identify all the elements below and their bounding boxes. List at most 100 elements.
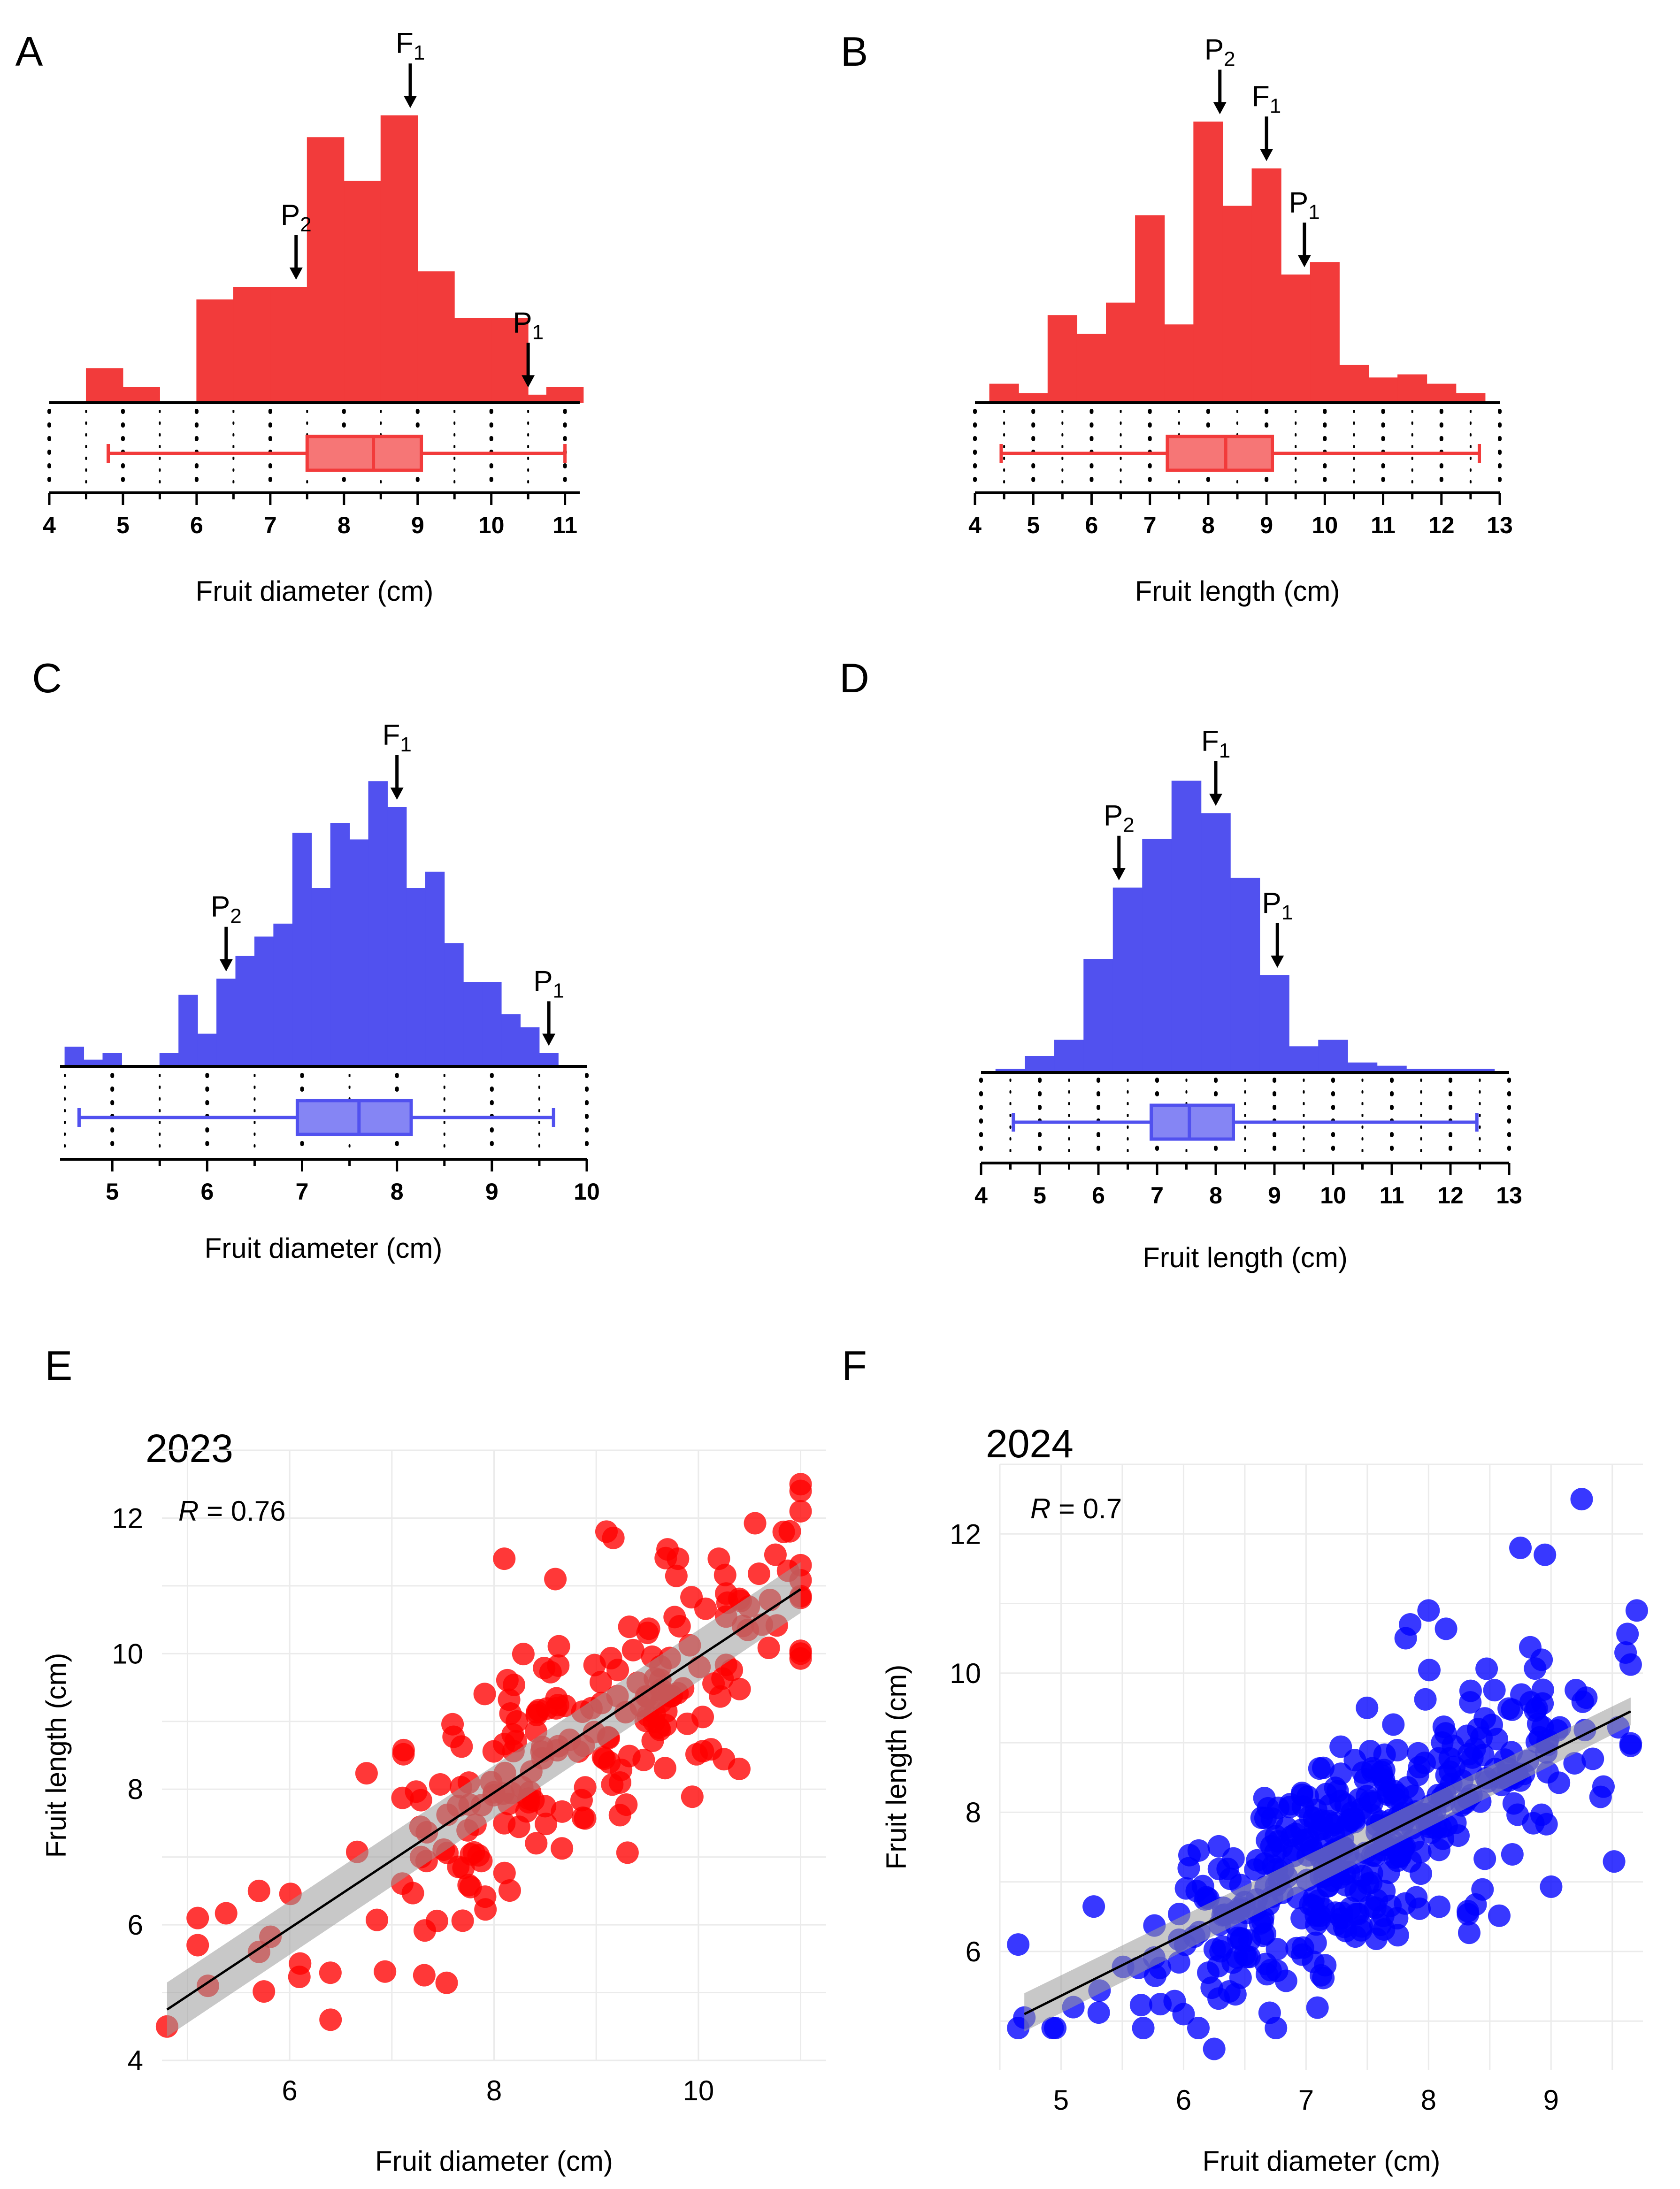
scatter-point xyxy=(1409,1841,1432,1864)
histogram-bar xyxy=(1025,1056,1055,1073)
correlation-value: = 0.7 xyxy=(1051,1493,1122,1524)
histogram-bar xyxy=(1201,813,1231,1073)
scatter-point xyxy=(728,1757,751,1780)
scatter-point xyxy=(498,1688,521,1711)
scatter-point xyxy=(535,1813,558,1836)
scatter-point xyxy=(1203,2037,1226,2060)
histogram-bar xyxy=(311,888,331,1067)
panel-label: D xyxy=(839,655,869,701)
histogram-bar xyxy=(1281,274,1311,403)
histogram-panel-b: B 4 5 6 7 8 9 10 11 12 13 Fruit length (cm) P2 F1 P1 xyxy=(841,28,1513,607)
x-tick-label: 8 xyxy=(1202,512,1215,538)
scatter-point xyxy=(1200,1976,1223,1999)
scatter-point xyxy=(1414,1688,1437,1711)
scatter-point xyxy=(1488,1904,1511,1927)
scatter-point xyxy=(789,1473,812,1496)
scatter-point xyxy=(391,1786,414,1809)
scatter-point xyxy=(681,1785,704,1808)
scatter-point xyxy=(1388,1845,1411,1868)
panel-label: F xyxy=(842,1342,867,1389)
scatter-point xyxy=(551,1837,574,1860)
scatter-point xyxy=(1132,2017,1155,2040)
scatter-point xyxy=(1473,1847,1496,1870)
scatter-point xyxy=(599,1646,622,1669)
marker-arrow xyxy=(1260,116,1273,161)
scatter-point xyxy=(1254,1922,1277,1945)
scatter-point xyxy=(425,1909,448,1932)
scatter-point xyxy=(355,1762,378,1785)
histogram-bar xyxy=(1318,1040,1348,1073)
y-tick-label: 4 xyxy=(128,2045,143,2076)
scatter-point xyxy=(1326,1780,1349,1803)
x-tick-label: 9 xyxy=(485,1179,499,1205)
marker-arrow xyxy=(289,235,303,280)
histogram-bar xyxy=(216,979,236,1067)
marker-label: P2 xyxy=(281,199,312,236)
x-tick-label: 9 xyxy=(1543,2084,1559,2116)
marker-arrow xyxy=(1271,923,1284,968)
scatter-point xyxy=(1534,1543,1557,1566)
x-tick-label: 8 xyxy=(391,1179,404,1205)
x-tick-label: 9 xyxy=(1268,1182,1281,1209)
marker-arrow-head xyxy=(542,1033,556,1046)
y-axis-title: Fruit length (cm) xyxy=(40,1653,72,1858)
marker-label: F1 xyxy=(396,27,425,64)
marker-label: P1 xyxy=(1289,186,1320,223)
marker-arrow-head xyxy=(1209,794,1222,806)
histogram-bar xyxy=(1222,206,1252,403)
x-axis-title: Fruit length (cm) xyxy=(1135,575,1340,607)
x-axis-title: Fruit length (cm) xyxy=(1143,1242,1348,1273)
x-tick-label: 10 xyxy=(1312,512,1338,538)
scatter-point xyxy=(1418,1659,1441,1682)
histogram-bar xyxy=(1368,377,1398,403)
scatter-point xyxy=(1570,1488,1593,1511)
scatter-point xyxy=(1253,1787,1276,1810)
scatter-point xyxy=(1409,1862,1432,1885)
correlation-symbol: R xyxy=(178,1495,199,1527)
scatter-point xyxy=(1344,1879,1367,1902)
x-tick-label: 5 xyxy=(116,512,130,538)
marker-arrow xyxy=(390,755,404,800)
x-tick-label: 5 xyxy=(106,1179,119,1205)
scatter-point xyxy=(590,1670,613,1693)
x-tick-label: 6 xyxy=(1092,1182,1105,1209)
marker-arrow xyxy=(1209,761,1222,806)
scatter-point xyxy=(1335,1920,1358,1943)
scatter-point xyxy=(451,1909,474,1932)
scatter-point xyxy=(1187,2017,1210,2040)
scatter-point xyxy=(1399,1613,1422,1636)
x-tick-label: 7 xyxy=(296,1179,309,1205)
scatter-point xyxy=(545,1687,568,1710)
histogram-bar xyxy=(1259,975,1289,1073)
histogram-bar xyxy=(330,823,350,1067)
histogram-bar xyxy=(1142,839,1172,1073)
histogram-bar xyxy=(1135,215,1165,403)
scatter-point xyxy=(1619,1653,1642,1676)
scatter-point xyxy=(253,1980,276,2003)
scatter-point xyxy=(493,1547,516,1570)
scatter-point xyxy=(460,1843,483,1866)
x-tick-label: 11 xyxy=(552,512,577,538)
marker-arrow xyxy=(1112,835,1126,880)
scatter-point xyxy=(1502,1792,1525,1815)
marker-arrow-head xyxy=(404,96,417,108)
histogram-bar xyxy=(387,807,407,1067)
scatter-point xyxy=(1312,1817,1335,1840)
scatter-point xyxy=(1129,1994,1152,2017)
scatter-point xyxy=(598,1751,621,1774)
scatter-point xyxy=(1527,1712,1550,1735)
marker-arrow xyxy=(404,63,417,108)
scatter-point xyxy=(1619,1734,1642,1757)
scatter-point xyxy=(1278,1796,1301,1819)
marker-arrow-head xyxy=(1260,149,1273,161)
scatter-point xyxy=(1435,1617,1458,1640)
scatter-point xyxy=(757,1637,780,1660)
histogram-bar xyxy=(1106,302,1136,403)
scatter-point xyxy=(1178,1844,1201,1867)
scatter-point xyxy=(668,1615,691,1638)
scatter-point xyxy=(1501,1843,1524,1866)
histogram-bar xyxy=(1289,1046,1319,1073)
correlation-annotation: R = 0.76 xyxy=(178,1495,286,1527)
scatter-point xyxy=(474,1885,497,1908)
y-tick-label: 8 xyxy=(966,1797,981,1828)
